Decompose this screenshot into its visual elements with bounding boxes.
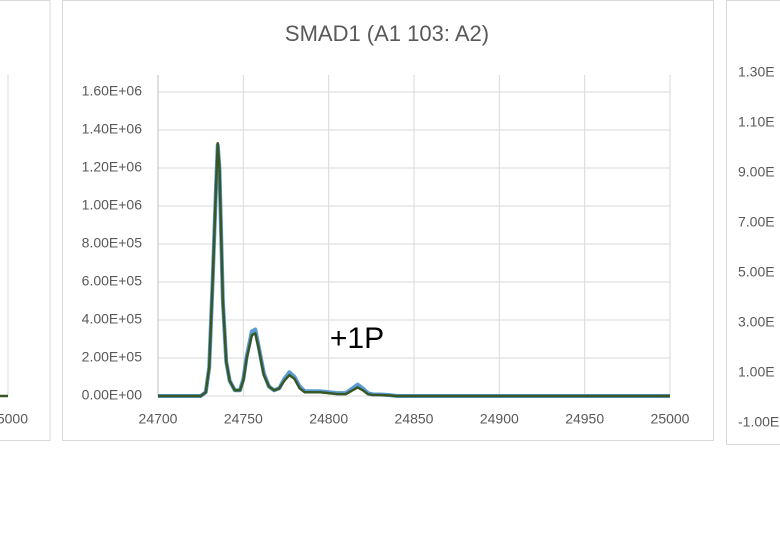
y-tick-label: 6.00E+05	[82, 273, 143, 289]
left-tick-label: 5000	[0, 411, 28, 427]
right-tick-label: 9.00E	[738, 164, 775, 180]
right-tick-label: 7.00E	[738, 214, 775, 230]
x-tick-label: 24950	[565, 411, 604, 427]
y-tick-label: 4.00E+05	[82, 311, 143, 327]
x-tick-label: 24700	[139, 411, 178, 427]
x-tick-label: 24750	[224, 411, 263, 427]
x-tick-label: 24850	[395, 411, 434, 427]
y-tick-label: 1.60E+06	[82, 83, 143, 99]
chart-panel	[62, 0, 714, 441]
y-tick-label: 1.00E+06	[82, 197, 143, 213]
right-tick-label: 1.30E	[738, 64, 775, 80]
chart-title: SMAD1 (A1 103: A2)	[285, 21, 489, 46]
y-tick-label: 8.00E+05	[82, 235, 143, 251]
right-tick-label: 1.10E	[738, 114, 775, 130]
y-tick-label: 1.40E+06	[82, 121, 143, 137]
annotation: +1P	[330, 322, 384, 355]
right-tick-label: 1.00E	[738, 364, 775, 380]
y-tick-label: 1.20E+06	[82, 159, 143, 175]
right-tick-label: -1.00E	[738, 414, 779, 430]
series-line	[158, 142, 670, 398]
y-tick-label: 0.00E+00	[82, 387, 143, 403]
right-tick-label: 3.00E	[738, 314, 775, 330]
y-tick-label: 2.00E+05	[82, 349, 143, 365]
x-tick-label: 25000	[651, 411, 690, 427]
right-panel	[726, 0, 780, 445]
x-tick-label: 24900	[480, 411, 519, 427]
right-tick-labels: 1.30E 1.10E 9.00E 7.00E 5.00E 3.00E 1.00E -1.00…	[738, 64, 779, 430]
right-tick-label: 5.00E	[738, 264, 775, 280]
x-tick-label: 24800	[309, 411, 348, 427]
